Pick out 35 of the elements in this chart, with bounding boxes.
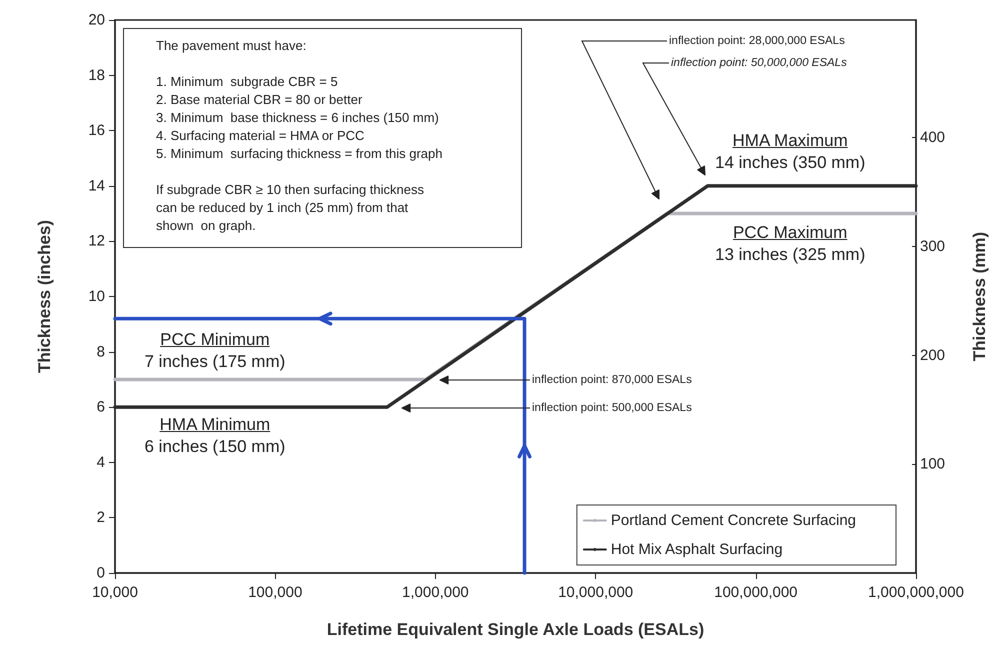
y-tick-label: 14	[88, 177, 105, 194]
y-tick-label: 20	[88, 12, 105, 28]
y-tick-label: 6	[96, 398, 105, 416]
x-tick-label: 100,000	[248, 584, 302, 601]
y2-tick-label: 200	[920, 346, 946, 364]
y-tick-label: 16	[88, 122, 105, 140]
annotation: inflection point: 500,000 ESALs	[532, 401, 692, 415]
x-axis-title: Lifetime Equivalent Single Axle Loads (ESALs)	[326, 620, 704, 639]
y-tick-label: 4	[96, 454, 105, 471]
x-tick-label: 10,000	[92, 584, 138, 601]
y-tick-label: 0	[96, 564, 105, 582]
y2-tick-label: 300	[920, 238, 946, 255]
y2-tick-label: 400	[920, 129, 946, 146]
annotation: HMA Minimum 6 inches (150 mm)	[144, 414, 286, 458]
annotation: PCC Maximum 13 inches (325 mm)	[715, 222, 866, 266]
x-tick-label: 1,000,000	[402, 584, 469, 601]
annotation: HMA Maximum 14 inches (350 mm)	[715, 130, 866, 174]
y2-axis-title: Thickness (mm)	[970, 232, 989, 362]
annotation: PCC Minimum 7 inches (175 mm)	[144, 329, 286, 373]
x-tick-label: 10,000,000	[558, 584, 634, 601]
x-tick-label: 100,000,000	[714, 584, 798, 601]
y2-tick-label: 100	[920, 456, 946, 473]
y-tick-label: 18	[88, 66, 105, 84]
y-tick-label: 10	[88, 288, 105, 305]
y-tick-label: 2	[96, 509, 105, 526]
y-axis-title: Thickness (inches)	[35, 220, 54, 374]
x-tick-label: 1,000,000,000	[868, 584, 964, 601]
annotation: inflection point: 870,000 ESALs	[532, 373, 692, 387]
note-box: The pavement must have: 1. Minimum subgrade CBR = 5 2. Base material CBR = 80 or better 3. Minimum base thickness = 6 inches (150 mm) 4. Surfacing material = HMA or PCC 5. Minimum surfacing thickness = from this graph If subgrade CBR ≥ 10 then surfacing thickness can be reduced by 1 inch (25 mm) from that shown on graph.	[123, 28, 522, 248]
y-tick-label: 8	[96, 343, 105, 360]
annotation: inflection point: 50,000,000 ESALs	[671, 56, 847, 70]
legend-label: Hot Mix Asphalt Surfacing	[610, 541, 783, 558]
legend-label: Portland Cement Concrete Surfacing	[610, 512, 856, 529]
annotation: inflection point: 28,000,000 ESALs	[669, 34, 845, 48]
y-tick-label: 12	[88, 232, 105, 250]
